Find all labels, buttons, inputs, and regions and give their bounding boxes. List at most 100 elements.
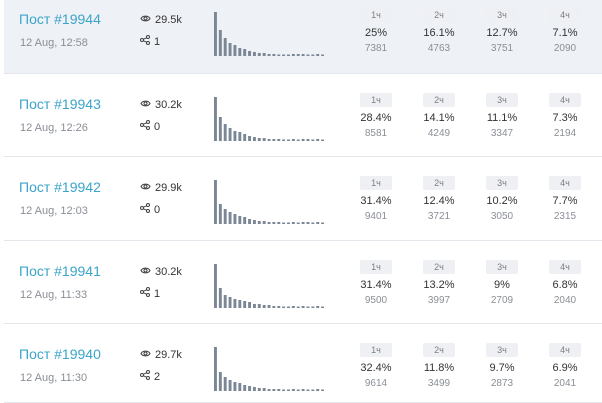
sparkline-bar [296,54,300,56]
sparkline-bar [311,222,315,224]
sparkline-bar [267,54,271,56]
post-title-link[interactable]: Пост #19941 [19,263,101,279]
hour-percent: 11.1% [486,112,518,124]
sparkline-bar [248,386,252,391]
views-sparkline [214,97,325,141]
sparkline-bar [243,385,247,391]
post-title-link[interactable]: Пост #19944 [19,11,101,27]
sparkline-bar [316,389,320,391]
sparkline-bar [233,45,237,56]
shares-count: 0 [154,120,161,133]
sparkline-bar [223,377,227,391]
post-date: 12 Aug, 12:58 [20,37,88,49]
sparkline-bar [267,139,271,141]
share-icon [140,287,154,300]
sparkline-bar [287,54,290,56]
hour-stat-1: 1ч 28.4% 8581 [356,90,396,139]
sparkline-bar [316,306,320,308]
hour-percent: 28.4% [360,112,392,124]
hour-badge: 1ч [360,260,392,274]
sparkline-bar [228,380,232,391]
hour-stat-2: 2ч 14.1% 4249 [419,90,459,139]
views-count: 29.7k [155,349,182,361]
sparkline-bar [291,139,295,141]
sparkline-bar [252,387,256,391]
hour-badge: 1ч [360,93,392,107]
post-title-link[interactable]: Пост #19942 [19,179,101,195]
hour-stat-4: 4ч 6.8% 2040 [545,257,585,306]
sparkline-bar [248,219,252,224]
sparkline-bar [296,389,300,391]
post-title-link[interactable]: Пост #19940 [19,346,101,362]
sparkline-bar [233,131,237,141]
hour-stat-3: 3ч 11.1% 3347 [482,90,522,139]
sparkline-bar [291,54,295,56]
post-row[interactable]: Пост #19944 12 Aug, 12:58 29.5k 1 1ч 25% 7… [4,0,602,74]
hour-count: 3050 [490,211,514,222]
eye-icon [140,266,155,278]
post-row[interactable]: Пост #19943 12 Aug, 12:26 30.2k 0 1ч 28.4… [4,84,602,157]
views-sparkline [214,12,325,56]
sparkline-bar [262,388,266,391]
sparkline-bar [238,383,242,391]
hour-percent: 12.7% [486,27,518,39]
hour-count: 2040 [553,295,577,306]
hour-stat-3: 3ч 10.2% 3050 [482,173,522,222]
sparkline-bar [262,305,266,308]
post-date: 12 Aug, 12:03 [20,205,88,217]
sparkline-bar [252,137,256,141]
sparkline-bar [248,51,252,56]
sparkline-bar [228,128,232,141]
sparkline-bar [321,54,325,56]
post-row[interactable]: Пост #19941 12 Aug, 11:33 30.2k 1 1ч 31.4… [4,251,602,324]
sparkline-bar [233,214,237,224]
sparkline-bar [238,216,242,224]
sparkline-bar [287,389,290,391]
sparkline-bar [218,204,222,224]
sparkline-bar [301,139,305,141]
sparkline-bar [262,138,266,141]
sparkline-bar [306,54,310,56]
sparkline-bar [301,222,305,224]
sparkline-bar [272,306,276,308]
hour-badge: 4ч [549,93,581,107]
hour-badge: 3ч [486,260,518,274]
sparkline-bar [257,221,261,224]
hour-stat-4: 4ч 7.1% 2090 [545,5,585,54]
sparkline-bar [238,48,242,56]
share-icon [140,203,154,216]
shares-count: 2 [154,370,161,383]
sparkline-bar [311,139,315,141]
sparkline-bar [262,53,266,56]
hour-count: 3751 [490,43,514,54]
sparkline-bar [214,97,217,141]
hour-percent: 31.4% [360,279,392,291]
views-metric: 30.2k [140,266,182,278]
shares-count: 0 [154,203,161,216]
sparkline-bar [321,389,325,391]
eye-icon [140,182,155,194]
sparkline-bar [296,306,300,308]
post-title-link[interactable]: Пост #19943 [19,96,101,112]
sparkline-bar [248,302,252,308]
hour-stat-1: 1ч 31.4% 9500 [356,257,396,306]
sparkline-bar [277,306,281,308]
hour-stat-4: 4ч 6.9% 2041 [545,340,585,389]
post-row[interactable]: Пост #19940 12 Aug, 11:30 29.7k 2 1ч 32.4… [4,334,602,403]
views-metric: 29.5k [140,14,182,26]
hour-stat-1: 1ч 25% 7381 [356,5,396,54]
post-row[interactable]: Пост #19942 12 Aug, 12:03 29.9k 0 1ч 31.4… [4,167,602,241]
hour-percent: 7.1% [552,27,578,39]
views-sparkline [214,264,325,308]
hour-percent: 12.4% [423,195,455,207]
sparkline-bar [228,43,232,56]
hour-count: 4763 [427,43,451,54]
sparkline-bar [272,222,276,224]
eye-icon [140,99,155,111]
hour-count: 2709 [490,295,514,306]
sparkline-bar [223,124,227,141]
sparkline-bar [321,222,325,224]
hour-count: 2041 [553,378,577,389]
sparkline-bar [223,38,227,56]
sparkline-bar [282,54,286,56]
